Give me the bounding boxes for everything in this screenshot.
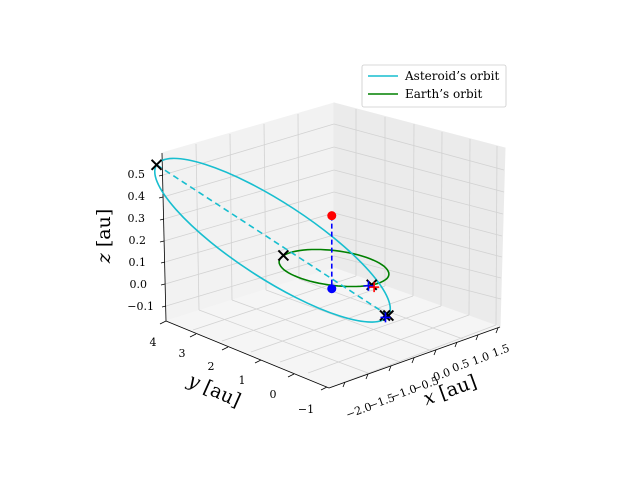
earth-orbit-line — [278, 248, 390, 288]
legend-label-asteroid: Asteroid’s orbit — [404, 69, 499, 83]
z-tick-label: 0.5 — [128, 168, 146, 181]
z-tick-label: 0.1 — [129, 256, 147, 269]
grid — [162, 109, 505, 389]
z-tick-label: 0.0 — [130, 278, 148, 291]
y-tick-label: 4 — [150, 336, 157, 349]
y-axis-label: y [au] — [184, 369, 244, 412]
legend-label-earth: Earth’s orbit — [405, 87, 482, 101]
tick-marks — [158, 174, 499, 391]
plus-marker — [380, 312, 391, 323]
z-tick-label: 0.2 — [129, 234, 147, 247]
x-axis-var: x — [420, 386, 438, 410]
y-tick-label: 2 — [208, 360, 215, 373]
blue-point-marker — [327, 284, 337, 294]
chart-marks — [150, 157, 395, 323]
z-tick-label: 0.3 — [128, 212, 146, 225]
legend: Asteroid’s orbit Earth’s orbit — [361, 64, 507, 108]
x-marker — [277, 249, 290, 262]
y-axis-unit: [au] — [200, 376, 244, 412]
z-tick-label: 0.4 — [128, 190, 146, 203]
apsidal-dashed-line — [156, 164, 389, 317]
svg-text:y [au]: y [au] — [184, 369, 244, 412]
x-tick-label: 1.0 — [470, 350, 491, 368]
x-tick-label: 0.0 — [431, 366, 452, 384]
y-tick-label: −1 — [298, 403, 314, 416]
y-axis-line — [165, 320, 330, 389]
axis-lines — [161, 152, 501, 389]
z-axis-unit: [au] — [93, 209, 115, 247]
red-point-marker — [327, 211, 337, 221]
z-axis-var: z — [93, 252, 115, 264]
y-tick-label: 1 — [239, 374, 246, 387]
x-tick-label: 1.5 — [490, 342, 511, 360]
z-tick-label: −0.1 — [127, 300, 154, 313]
x-axis-line — [328, 326, 501, 389]
z-axis-line — [161, 152, 167, 322]
plus-marker — [369, 282, 380, 293]
y-axis-var: y — [184, 369, 204, 394]
y-tick-label: 3 — [179, 347, 186, 360]
plus-marker — [363, 280, 374, 291]
x-marker — [150, 159, 163, 171]
svg-text:z [au]: z [au] — [93, 209, 115, 264]
x-tick-label: 0.5 — [450, 357, 471, 375]
z-axis-label: z [au] — [93, 209, 115, 264]
y-tick-label: 0 — [270, 388, 277, 401]
